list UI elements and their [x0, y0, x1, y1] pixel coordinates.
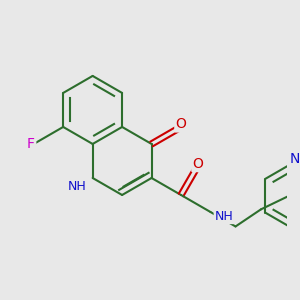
Text: F: F: [27, 137, 35, 151]
Text: O: O: [176, 117, 187, 131]
Text: NH: NH: [68, 180, 86, 193]
Text: N: N: [290, 152, 300, 166]
Text: O: O: [193, 157, 203, 171]
Text: NH: NH: [215, 210, 234, 223]
